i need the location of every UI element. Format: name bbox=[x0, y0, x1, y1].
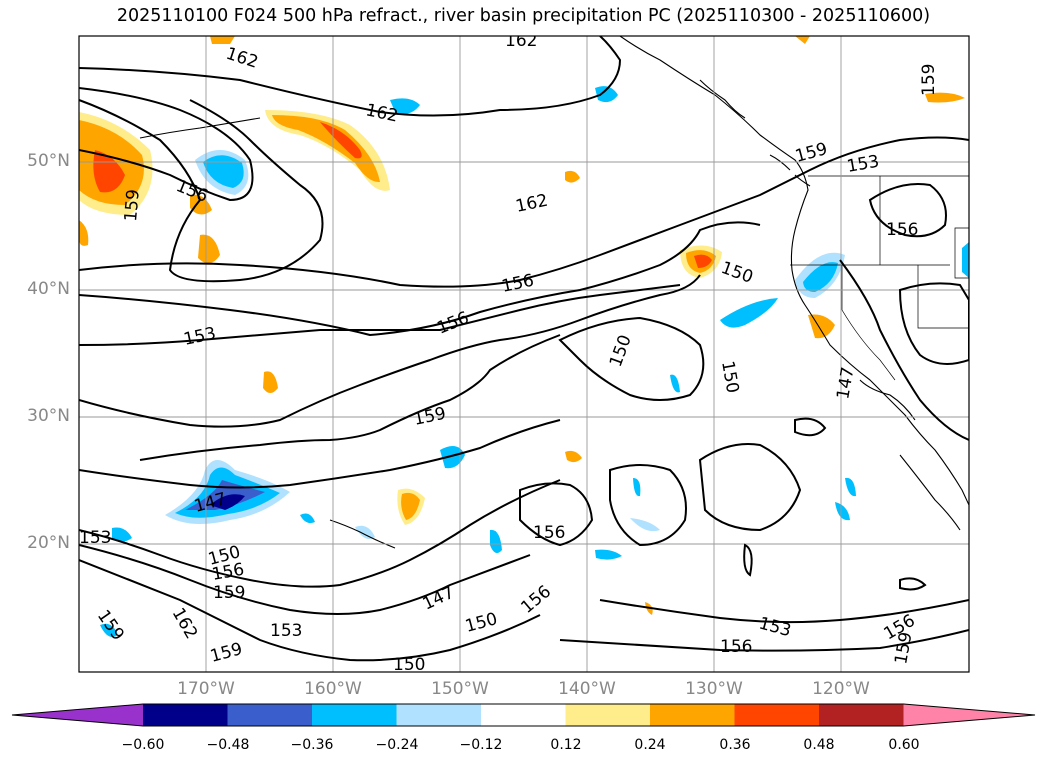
colorbar-swatch bbox=[481, 704, 566, 726]
colorbar-swatch bbox=[650, 704, 735, 726]
contour-label: 159 bbox=[93, 606, 128, 644]
colorbar-swatch bbox=[396, 704, 482, 726]
contour-label: 150 bbox=[718, 258, 755, 288]
contour-label: 159 bbox=[121, 188, 144, 222]
lon-label-150w: 150°W bbox=[431, 679, 489, 699]
lon-label-120w: 120°W bbox=[812, 679, 870, 699]
contour-label: 156 bbox=[434, 308, 472, 339]
contour-label: 147 bbox=[420, 583, 458, 615]
colorbar bbox=[11, 703, 1036, 727]
contour-label: 159 bbox=[412, 404, 448, 430]
colorbar-swatch bbox=[312, 704, 397, 726]
lon-label-140w: 140°W bbox=[558, 679, 616, 699]
contour-label: 150 bbox=[606, 332, 636, 369]
contour-label: 162 bbox=[505, 31, 537, 51]
colorbar-swatch bbox=[565, 704, 651, 726]
contour-label: 147 bbox=[833, 365, 858, 400]
lon-label-130w: 130°W bbox=[685, 679, 743, 699]
colorbar-swatch bbox=[819, 704, 904, 726]
map-frame bbox=[78, 35, 970, 673]
lon-label-160w: 160°W bbox=[304, 679, 362, 699]
colorbar-tick: 0.12 bbox=[550, 737, 582, 753]
contour-label: 156 bbox=[500, 271, 536, 297]
colorbar-tick: −0.12 bbox=[459, 737, 503, 753]
lat-label-40n: 40°N bbox=[27, 279, 70, 299]
contour-label: 156 bbox=[886, 220, 918, 240]
colorbar-tick: 0.60 bbox=[888, 737, 920, 753]
contour-label: 153 bbox=[757, 614, 794, 642]
contour-label: 162 bbox=[223, 44, 260, 73]
contour-label: 162 bbox=[514, 191, 550, 217]
contour-label: 162 bbox=[168, 605, 202, 643]
lat-label-30n: 30°N bbox=[27, 406, 70, 426]
colorbar-swatch bbox=[143, 704, 228, 726]
contour-label: 159 bbox=[213, 583, 245, 603]
contour-label: 153 bbox=[270, 621, 302, 641]
contour-label: 156 bbox=[173, 176, 211, 207]
colorbar-tick: −0.48 bbox=[206, 737, 250, 753]
contour-label: 153 bbox=[182, 324, 218, 350]
contour-label: 159 bbox=[208, 639, 245, 667]
contour-label: 156 bbox=[517, 582, 555, 618]
coastlines bbox=[139, 36, 969, 549]
contour-label: 150 bbox=[393, 655, 425, 675]
colorbar-extend-high bbox=[903, 704, 1035, 726]
colorbar-tick: −0.60 bbox=[121, 737, 165, 753]
colorbar-tick: 0.36 bbox=[719, 737, 751, 753]
contour-label: 153 bbox=[79, 528, 111, 548]
contour-label: 150 bbox=[717, 359, 742, 394]
contour-label: 159 bbox=[919, 64, 939, 96]
colorbar-tick: −0.24 bbox=[375, 737, 419, 753]
contour-labels: 162 162 162 162 159 159 159 159 159 159 … bbox=[79, 31, 939, 675]
contour-label: 156 bbox=[720, 637, 752, 657]
colorbar-tick: 0.24 bbox=[634, 737, 666, 753]
contour-label: 156 bbox=[533, 523, 565, 543]
lat-label-50n: 50°N bbox=[27, 151, 70, 171]
contour-label: 153 bbox=[845, 152, 880, 177]
graticule bbox=[79, 36, 969, 672]
positive-anomaly-shading bbox=[79, 36, 965, 615]
colorbar-tick: −0.36 bbox=[290, 737, 334, 753]
colorbar-extend-low bbox=[12, 704, 143, 726]
lat-label-20n: 20°N bbox=[27, 533, 70, 553]
colorbar-tick: 0.48 bbox=[803, 737, 835, 753]
negative-anomaly-shading bbox=[100, 86, 969, 638]
colorbar-outline bbox=[11, 703, 1036, 727]
contour-label: 159 bbox=[891, 630, 916, 665]
refractivity-contours bbox=[79, 36, 969, 662]
map-title: 2025110100 F024 500 hPa refract., river … bbox=[116, 6, 931, 26]
colorbar-swatch bbox=[734, 704, 820, 726]
contour-label: 150 bbox=[463, 609, 500, 637]
lon-label-170w: 170°W bbox=[177, 679, 235, 699]
colorbar-swatch bbox=[227, 704, 313, 726]
